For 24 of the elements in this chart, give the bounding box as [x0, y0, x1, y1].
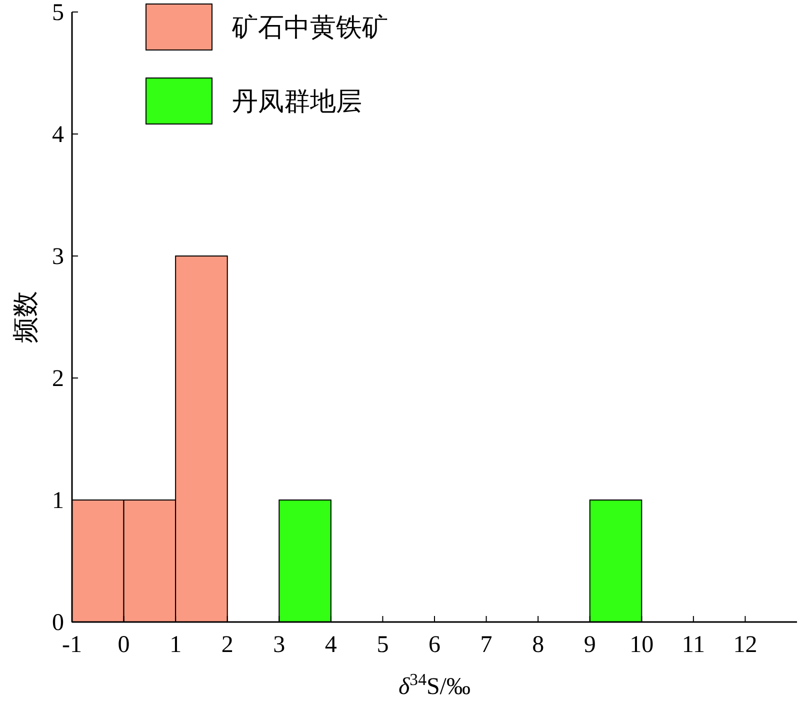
x-tick-label: 2 [221, 632, 234, 658]
y-tick-label: 0 [52, 610, 64, 636]
x-tick-label: 12 [733, 632, 758, 658]
x-tick-label: 10 [630, 632, 654, 658]
x-axis-title: δ$^{34}$S/‰ [398, 670, 470, 700]
legend-label: 丹凤群地层 [232, 87, 362, 116]
x-tick-label: 11 [682, 632, 705, 658]
x-tick-label: 8 [532, 632, 544, 658]
y-tick-label: 5 [52, 0, 64, 26]
x-tick-label: 1 [170, 632, 182, 658]
x-tick-label: 9 [584, 632, 596, 658]
y-tick-label: 4 [52, 122, 64, 148]
y-tick-label: 2 [52, 366, 64, 392]
y-tick-label: 3 [52, 244, 64, 270]
legend-label: 矿石中黄铁矿 [231, 13, 388, 42]
x-tick-label: 4 [324, 632, 337, 658]
x-tick-label: 6 [428, 632, 440, 658]
x-tick-label: -1 [62, 632, 82, 658]
x-tick-label: 3 [273, 632, 286, 658]
y-tick-label: 1 [52, 488, 64, 514]
x-tick-label: 0 [118, 632, 130, 658]
x-tick-label: 7 [480, 632, 492, 658]
y-axis-title: 频数 [11, 291, 40, 343]
x-tick-label: 5 [376, 632, 389, 658]
